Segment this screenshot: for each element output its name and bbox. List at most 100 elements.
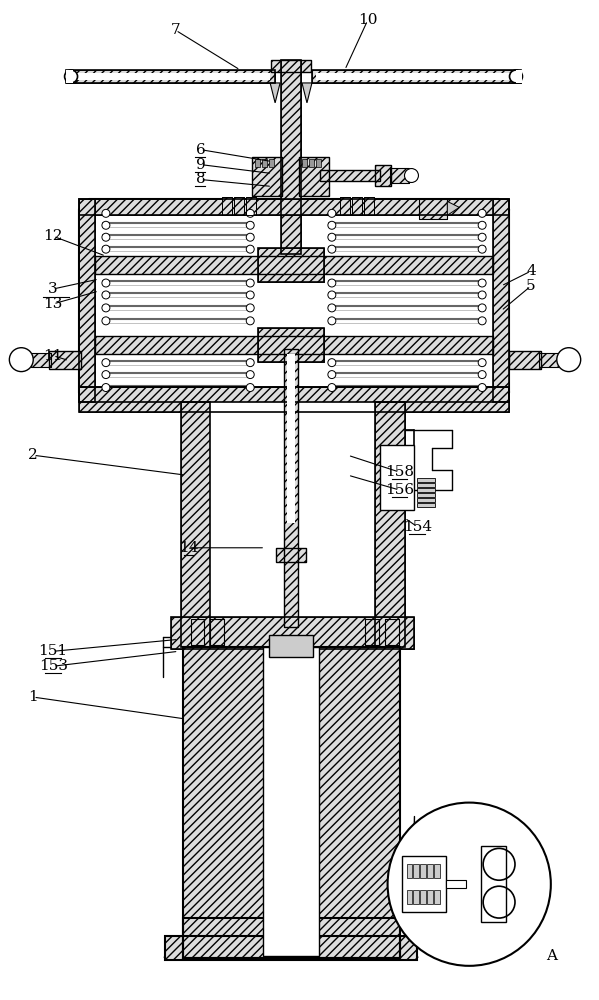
Bar	[222, 197, 232, 215]
Bar	[252, 157, 282, 196]
Text: 7: 7	[171, 23, 180, 37]
Bar	[389, 168, 410, 183]
Circle shape	[478, 384, 486, 392]
Circle shape	[102, 221, 110, 229]
Bar	[287, 354, 295, 523]
Bar	[79, 199, 509, 215]
Circle shape	[102, 371, 110, 379]
Bar	[190, 619, 204, 645]
Circle shape	[328, 384, 336, 392]
Circle shape	[246, 245, 254, 253]
Text: 14: 14	[179, 541, 198, 555]
Text: 8: 8	[196, 172, 205, 186]
Bar	[401, 856, 446, 912]
Circle shape	[328, 233, 336, 241]
Text: 6: 6	[196, 143, 205, 157]
Circle shape	[328, 371, 336, 379]
Bar	[79, 387, 509, 412]
Bar	[481, 846, 506, 922]
Bar	[316, 159, 321, 167]
Bar	[299, 157, 329, 196]
Bar	[165, 936, 418, 960]
Text: 153: 153	[39, 659, 68, 673]
Circle shape	[102, 317, 110, 325]
Bar	[284, 349, 298, 627]
Bar	[180, 402, 210, 647]
Bar	[419, 199, 447, 219]
Bar	[276, 548, 306, 562]
Bar	[79, 387, 509, 412]
Text: 2: 2	[28, 448, 38, 462]
Circle shape	[246, 221, 254, 229]
Bar	[95, 256, 493, 274]
Bar	[281, 60, 301, 254]
Bar	[269, 159, 274, 167]
Bar	[95, 336, 493, 354]
Circle shape	[478, 209, 486, 217]
Text: 151: 151	[38, 644, 68, 658]
Bar	[269, 635, 313, 657]
Circle shape	[478, 371, 486, 379]
Bar	[190, 619, 204, 645]
Text: 5: 5	[526, 279, 536, 293]
Bar	[299, 157, 329, 196]
Bar	[509, 351, 541, 369]
Text: A: A	[546, 949, 557, 963]
Bar	[66, 70, 275, 83]
Bar	[165, 936, 418, 960]
Circle shape	[478, 304, 486, 312]
Circle shape	[328, 317, 336, 325]
Circle shape	[246, 384, 254, 392]
Bar	[258, 248, 324, 282]
Circle shape	[483, 886, 515, 918]
Bar	[309, 159, 314, 167]
Bar	[210, 402, 374, 617]
Circle shape	[102, 233, 110, 241]
Bar	[374, 165, 391, 186]
Bar	[79, 387, 509, 402]
Text: 13: 13	[44, 297, 63, 311]
Text: 10: 10	[358, 13, 377, 27]
Circle shape	[328, 221, 336, 229]
Text: 1: 1	[28, 690, 38, 704]
Circle shape	[102, 359, 110, 367]
Bar	[262, 159, 267, 167]
Bar	[171, 617, 415, 649]
Bar	[434, 890, 440, 904]
Circle shape	[510, 70, 522, 83]
Bar	[252, 157, 282, 196]
Bar	[79, 199, 509, 215]
Bar	[180, 402, 210, 647]
Bar	[276, 548, 306, 562]
Bar	[340, 197, 350, 215]
Bar	[389, 168, 410, 183]
Circle shape	[483, 848, 515, 880]
Bar	[255, 159, 260, 167]
Bar	[365, 619, 379, 645]
Bar	[95, 256, 493, 274]
Bar	[352, 197, 362, 215]
Text: 11: 11	[43, 349, 63, 363]
Bar	[210, 619, 225, 645]
Bar	[95, 336, 493, 354]
Bar	[364, 197, 374, 215]
Bar	[420, 890, 426, 904]
Bar	[79, 199, 95, 402]
Circle shape	[478, 279, 486, 287]
Bar	[418, 503, 435, 507]
Bar	[49, 351, 81, 369]
Text: 4: 4	[526, 264, 536, 278]
Circle shape	[246, 371, 254, 379]
Bar	[171, 617, 415, 649]
Bar	[66, 70, 72, 83]
Bar	[420, 864, 426, 878]
Circle shape	[328, 291, 336, 299]
Bar	[320, 170, 380, 181]
Circle shape	[328, 279, 336, 287]
Bar	[312, 70, 521, 83]
Circle shape	[246, 317, 254, 325]
Bar	[340, 197, 350, 215]
Bar	[31, 353, 51, 367]
Bar	[258, 248, 324, 282]
Bar	[493, 199, 509, 402]
